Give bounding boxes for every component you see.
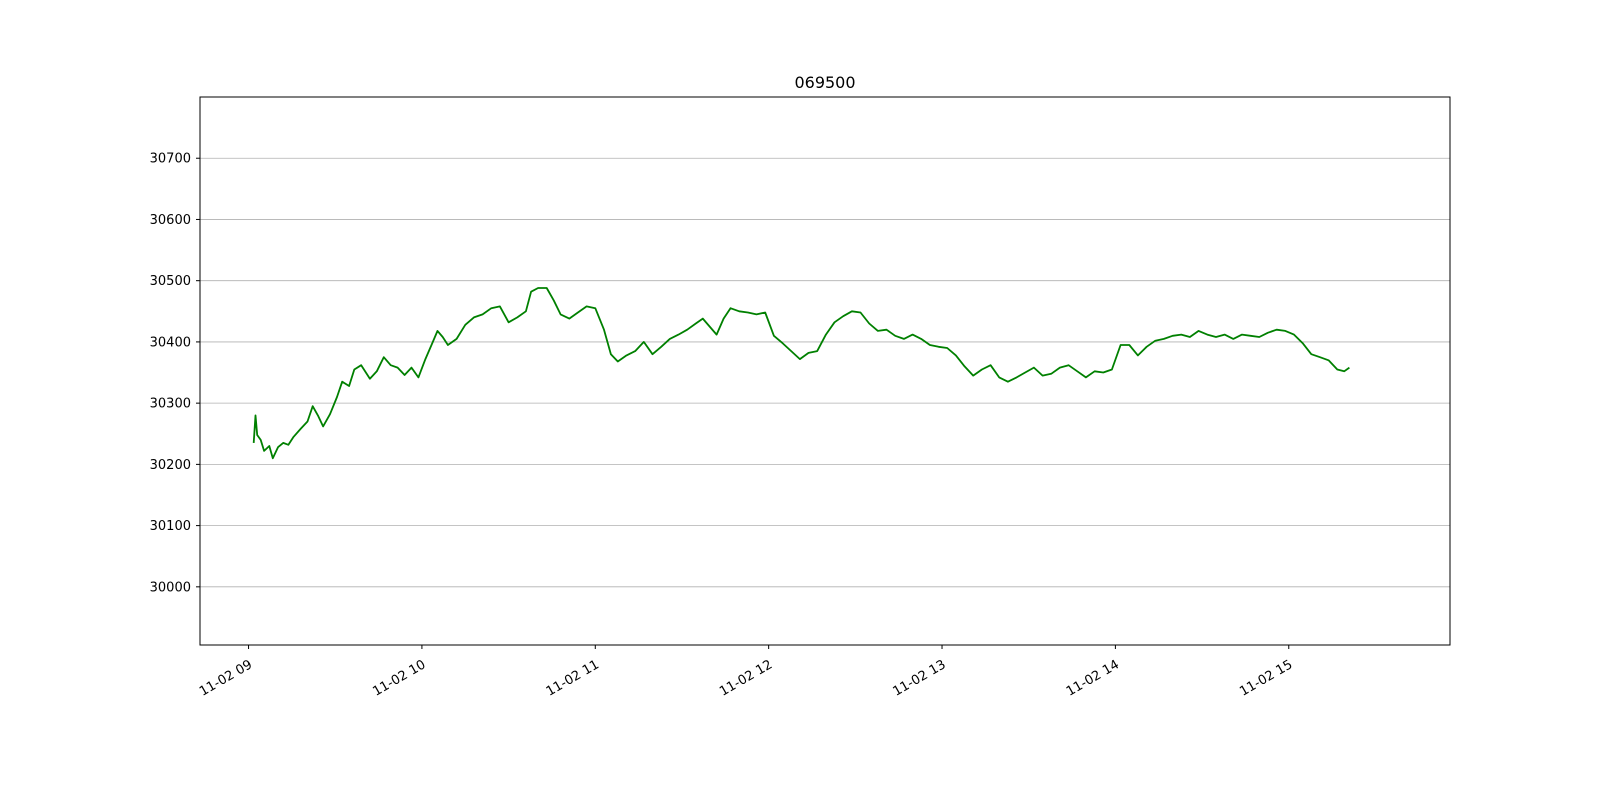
- y-tick-label: 30300: [150, 397, 191, 412]
- y-axis: 30000 30100 30200 30300 30400 30500 30600 30700: [150, 152, 200, 595]
- y-tick-label: 30200: [150, 458, 191, 473]
- y-tick-label: 30400: [150, 335, 191, 350]
- series-line: [252, 287, 1350, 460]
- chart-title: 069500: [794, 73, 855, 92]
- y-tick-label: 30500: [150, 274, 191, 289]
- y-tick-label: 30000: [150, 580, 191, 595]
- y-tick-label: 30700: [150, 152, 191, 167]
- series-group: [252, 287, 1350, 460]
- plot-frame: [199, 96, 1451, 646]
- grid-lines: [200, 157, 1450, 588]
- y-tick-label: 30100: [150, 519, 191, 534]
- y-tick-label: 30600: [150, 213, 191, 228]
